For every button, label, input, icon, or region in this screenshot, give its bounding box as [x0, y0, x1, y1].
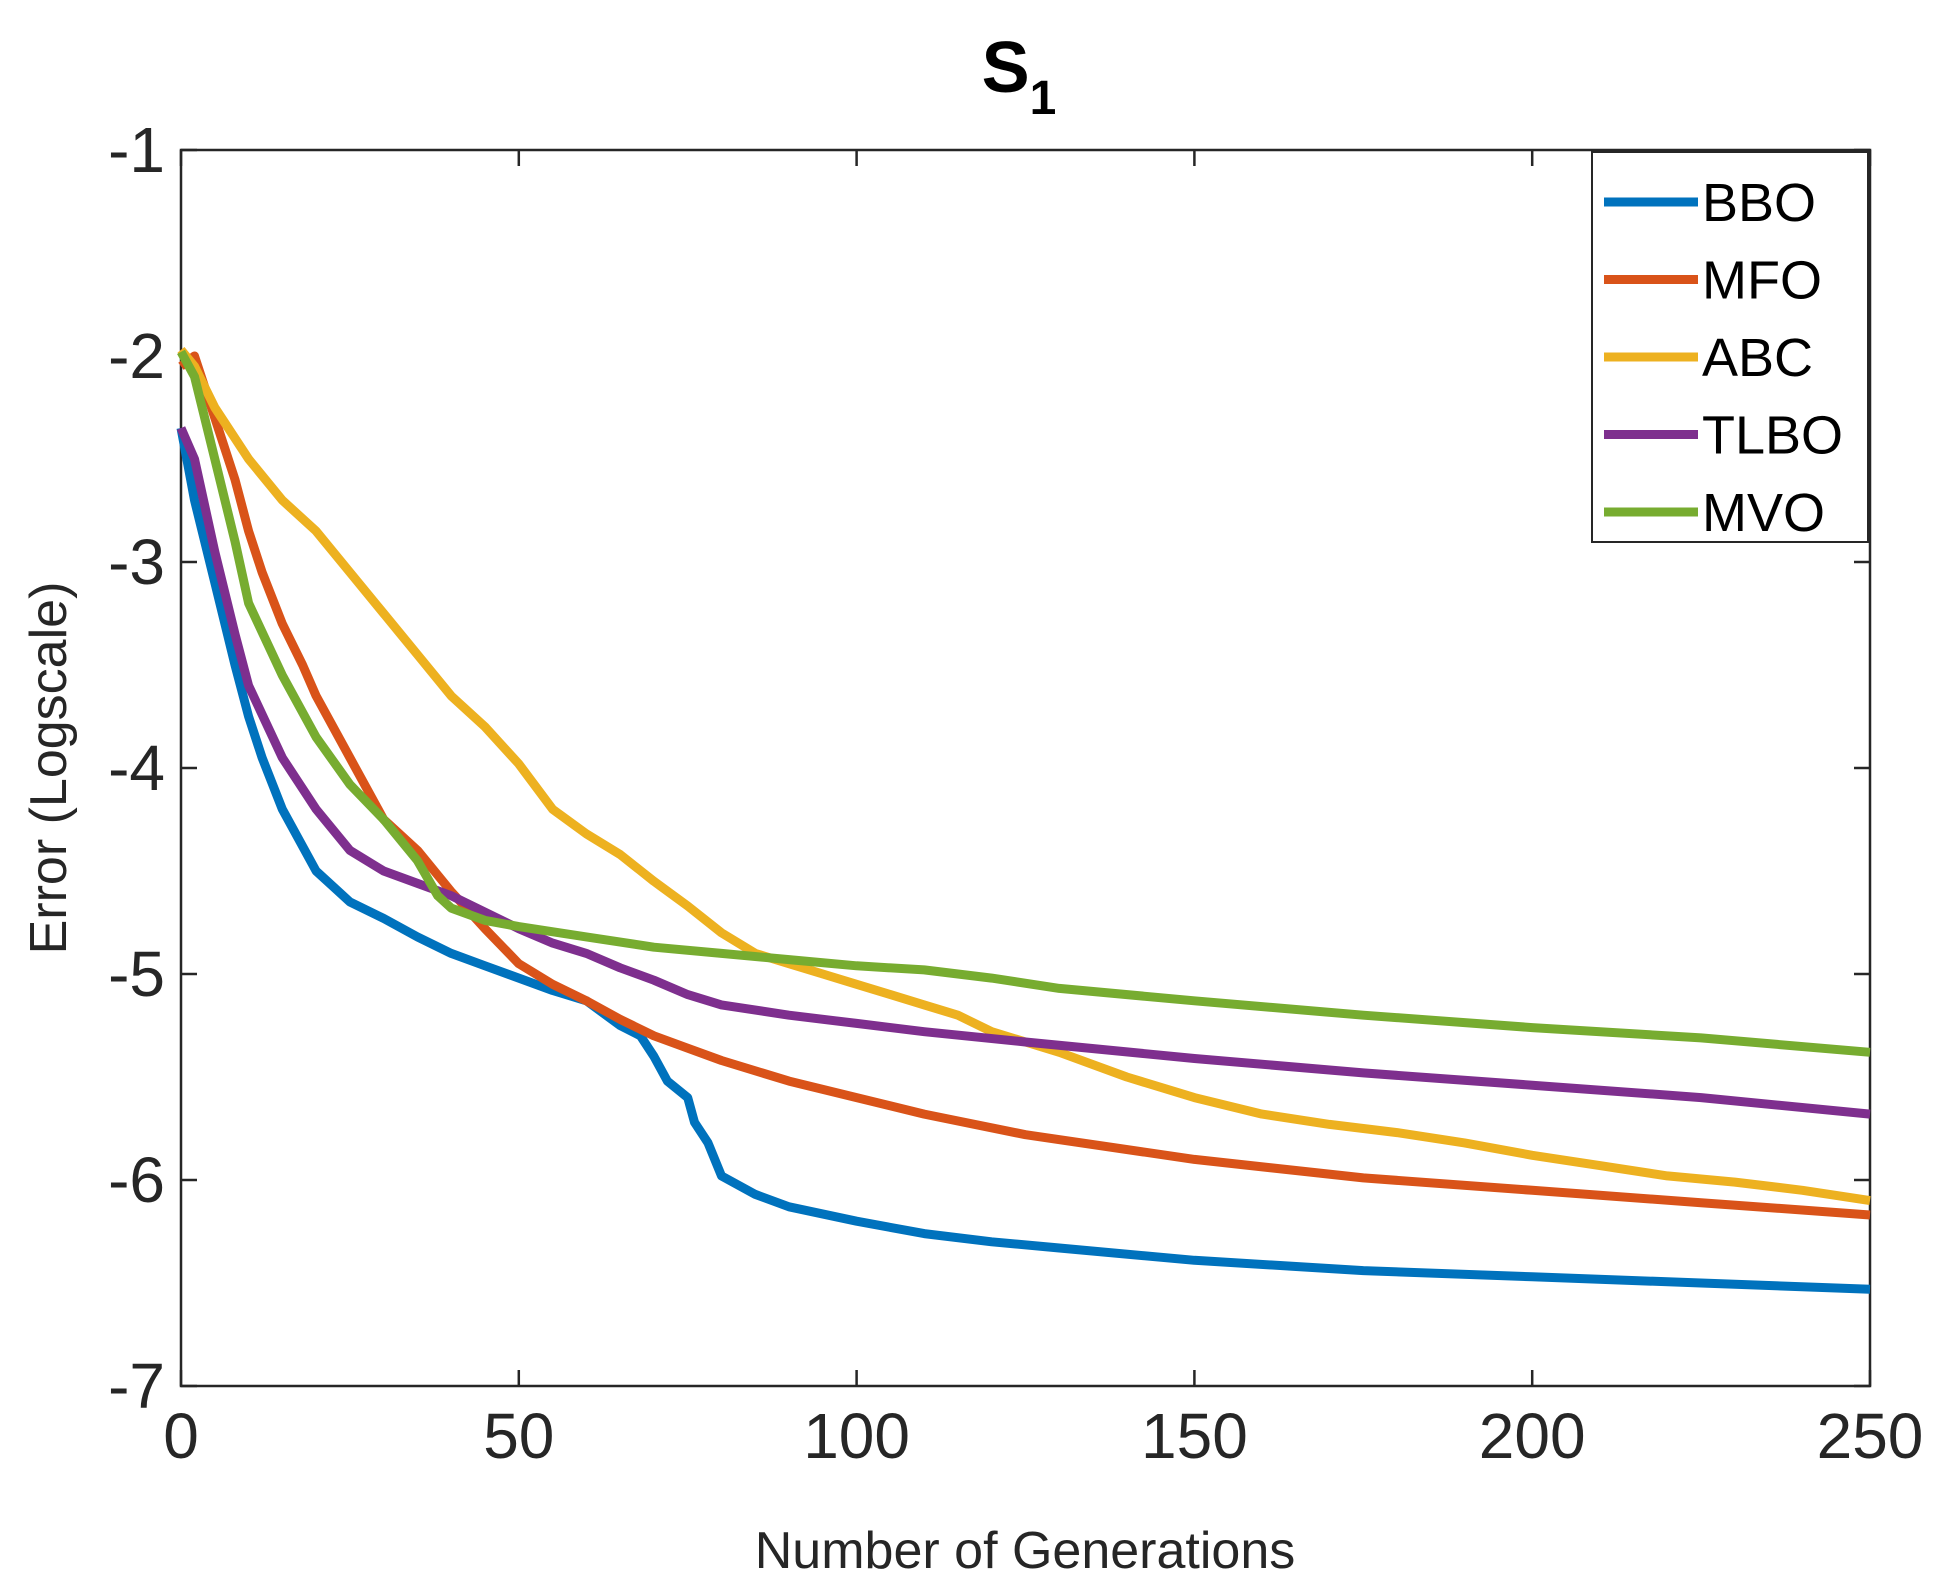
x-tick-label: 200 [1479, 1400, 1586, 1472]
series-line-bbo [176, 427, 1871, 1294]
series-group [176, 346, 1871, 1294]
y-tick-label: -3 [108, 526, 165, 598]
x-axis-label: Number of Generations [755, 1522, 1296, 1580]
y-tick-label: -7 [108, 1350, 165, 1422]
y-tick-label: -5 [108, 938, 165, 1010]
legend-box [1591, 151, 1869, 543]
legend-label-tlbo: TLBO [1702, 406, 1843, 466]
series-line-mfo [178, 351, 1871, 1220]
x-tick-label: 250 [1817, 1400, 1924, 1472]
tick-labels: 0 50 100 150 200 250 -1 -2 -3 -4 -5 -6 -7 [108, 114, 1923, 1472]
x-tick-label: 0 [163, 1400, 199, 1472]
legend-label-mfo: MFO [1702, 251, 1822, 311]
x-tick-label: 100 [803, 1400, 910, 1472]
x-tick-label: 50 [483, 1400, 554, 1472]
legend: BBO MFO ABC TLBO MVO [1591, 151, 1869, 543]
series-line-mvo [177, 349, 1871, 1057]
legend-label-mvo: MVO [1702, 483, 1825, 543]
y-tick-label: -6 [108, 1144, 165, 1216]
chart-title-main: S [982, 28, 1030, 108]
chart-title: S1 [982, 28, 1057, 125]
y-tick-label: -1 [108, 114, 165, 186]
x-tick-label: 150 [1141, 1400, 1248, 1472]
series-line-tlbo [176, 426, 1871, 1119]
y-axis-label: Error (Logscale) [20, 582, 78, 955]
legend-label-bbo: BBO [1702, 173, 1816, 233]
chart-title-subscript: 1 [1030, 72, 1057, 125]
y-tick-label: -4 [108, 732, 165, 804]
y-tick-label: -2 [108, 320, 165, 392]
legend-label-abc: ABC [1702, 328, 1813, 388]
